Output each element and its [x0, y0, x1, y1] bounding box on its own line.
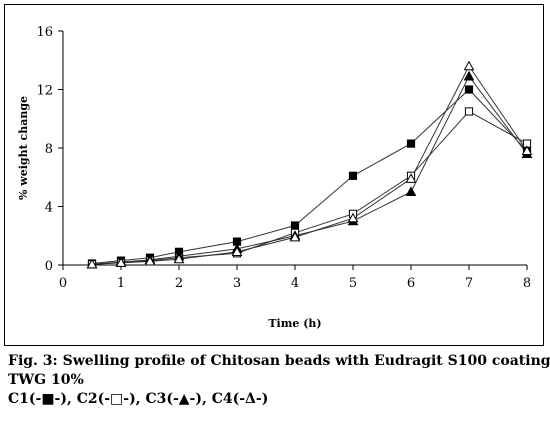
data-point-c4 [463, 60, 475, 71]
data-point-c3 [463, 70, 475, 81]
chart-panel: 0 1 2 3 4 5 6 7 8 0 4 8 12 16 Time (h) % weight chang… [4, 4, 544, 346]
series-line-c1 [91, 88, 528, 265]
series-line-c3 [91, 75, 528, 265]
y-tick-label: 4 [45, 201, 53, 216]
x-tick-label: 2 [175, 276, 183, 291]
x-tick-label: 5 [349, 276, 357, 291]
series-line-c4 [91, 65, 528, 265]
y-tick-label: 12 [36, 84, 53, 99]
x-tick-label: 4 [291, 276, 299, 291]
x-tick-label: 3 [233, 276, 241, 291]
data-point-c4 [115, 257, 127, 267]
y-tick-label: 16 [36, 25, 53, 40]
data-point-c4 [289, 231, 301, 242]
data-point-c4 [521, 145, 533, 156]
caption-legend: C1(-■-), C2(-□-), C3(-▲-), C4(-Δ-) [8, 391, 269, 407]
data-point-c3 [405, 186, 417, 196]
chart-series [86, 60, 533, 269]
x-tick-label: 0 [59, 276, 67, 291]
x-axis-title: Time (h) [268, 317, 321, 330]
data-point-c1 [348, 171, 358, 180]
x-tick-label: 7 [465, 276, 473, 291]
x-tick-label: 1 [117, 276, 125, 291]
data-point-c4 [347, 212, 359, 223]
caption-title: Fig. 3: Swelling profile of Chitosan bea… [8, 353, 550, 369]
y-tick-label: 0 [45, 259, 53, 274]
y-axis-title: % weight change [17, 96, 30, 200]
data-point-c1 [464, 85, 474, 94]
figure-caption: Fig. 3: Swelling profile of Chitosan bea… [8, 352, 550, 409]
data-point-c4 [144, 255, 156, 266]
data-point-c1 [290, 221, 300, 230]
data-point-c4 [405, 173, 417, 183]
data-point-c4 [231, 246, 243, 256]
data-point-c1 [406, 139, 416, 148]
y-tick-label: 8 [45, 142, 53, 157]
series-line-c2 [91, 110, 528, 265]
x-tick-label: 8 [523, 276, 531, 291]
data-point-c4 [173, 253, 185, 264]
x-tick-label: 6 [407, 276, 415, 291]
data-point-c2 [464, 107, 474, 116]
caption-subtitle: TWG 10% [8, 372, 84, 388]
data-point-c4 [86, 258, 98, 269]
